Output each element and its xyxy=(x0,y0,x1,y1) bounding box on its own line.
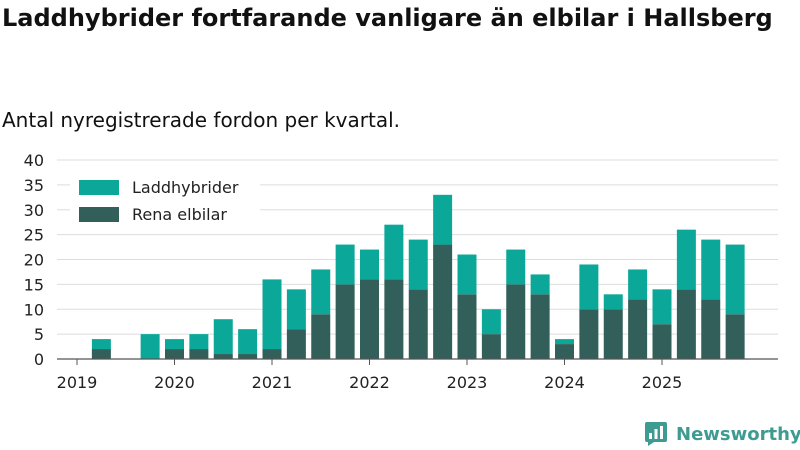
bar-rena-elbilar xyxy=(481,334,501,359)
y-tick-label: 30 xyxy=(24,201,44,220)
legend-label-rena-elbilar: Rena elbilar xyxy=(132,205,227,224)
y-tick-label: 20 xyxy=(24,251,44,270)
bar-laddhybrider xyxy=(433,194,453,245)
bar-rena-elbilar xyxy=(384,279,404,359)
bar-laddhybrider xyxy=(676,229,696,290)
bar-laddhybrider xyxy=(213,319,233,355)
bar-laddhybrider xyxy=(165,339,184,350)
bar-rena-elbilar xyxy=(360,279,379,359)
bar-laddhybrider xyxy=(530,274,550,295)
page-title: Laddhybrider fortfarande vanligare än el… xyxy=(2,4,773,32)
bar-laddhybrider xyxy=(652,289,672,325)
bar-rena-elbilar xyxy=(628,299,648,359)
bar-laddhybrider xyxy=(628,269,648,300)
bar-rena-elbilar xyxy=(701,299,721,359)
bar-rena-elbilar xyxy=(603,309,623,359)
bar-laddhybrider xyxy=(725,244,745,315)
bar-laddhybrider xyxy=(335,244,355,285)
newsworthy-logo-icon xyxy=(645,422,667,446)
bar-laddhybrider xyxy=(384,224,404,280)
bar-laddhybrider xyxy=(701,239,721,300)
legend-swatch-laddhybrider xyxy=(79,180,119,195)
legend-label-laddhybrider: Laddhybrider xyxy=(132,178,239,197)
bar-laddhybrider xyxy=(481,309,501,335)
y-tick-label: 40 xyxy=(24,151,44,170)
brand-name: Newsworthy xyxy=(676,423,800,445)
bar-rena-elbilar xyxy=(433,244,453,359)
legend-swatch-rena-elbilar xyxy=(79,207,119,222)
x-tick-label: 2020 xyxy=(154,373,195,392)
y-tick-label: 5 xyxy=(34,325,44,344)
bar-laddhybrider xyxy=(457,254,477,295)
bar-laddhybrider xyxy=(238,329,258,355)
y-tick-label: 35 xyxy=(24,176,44,195)
bar-rena-elbilar xyxy=(555,344,574,359)
bar-laddhybrider xyxy=(262,279,282,350)
bar-laddhybrider xyxy=(506,249,526,285)
brand-logo: Newsworthy xyxy=(644,420,800,448)
bar-rena-elbilar xyxy=(579,309,599,359)
x-tick-label: 2024 xyxy=(544,373,585,392)
bar-laddhybrider xyxy=(189,334,209,350)
bar-rena-elbilar xyxy=(262,349,282,359)
bar-rena-elbilar xyxy=(91,349,111,359)
bar-laddhybrider xyxy=(603,294,623,310)
x-tick-label: 2019 xyxy=(57,373,98,392)
bar-rena-elbilar xyxy=(457,294,477,359)
bar-rena-elbilar xyxy=(408,289,428,359)
bar-laddhybrider xyxy=(91,339,111,350)
bar-laddhybrider xyxy=(286,289,306,330)
x-tick-label: 2025 xyxy=(642,373,683,392)
bar-rena-elbilar xyxy=(676,289,696,359)
y-tick-label: 0 xyxy=(34,350,44,369)
bar-laddhybrider xyxy=(360,249,379,280)
bar-laddhybrider xyxy=(408,239,428,290)
bar-rena-elbilar xyxy=(238,354,258,359)
bar-rena-elbilar xyxy=(213,354,233,359)
bar-laddhybrider xyxy=(311,269,331,315)
x-tick-label: 2021 xyxy=(252,373,293,392)
bar-rena-elbilar xyxy=(725,314,745,359)
chart-subtitle: Antal nyregistrerade fordon per kvartal. xyxy=(2,108,401,132)
bar-laddhybrider xyxy=(579,264,599,310)
y-tick-label: 10 xyxy=(24,300,44,319)
bar-rena-elbilar xyxy=(286,329,306,359)
bar-laddhybrider xyxy=(140,334,160,359)
bar-rena-elbilar xyxy=(189,349,209,359)
bar-rena-elbilar xyxy=(311,314,331,359)
bar-rena-elbilar xyxy=(506,284,526,359)
bar-laddhybrider xyxy=(555,339,574,345)
bar-rena-elbilar xyxy=(165,349,184,359)
x-tick-label: 2023 xyxy=(447,373,488,392)
bar-rena-elbilar xyxy=(530,294,550,359)
y-tick-label: 15 xyxy=(24,275,44,294)
bar-rena-elbilar xyxy=(652,324,672,359)
y-tick-label: 25 xyxy=(24,226,44,245)
bar-rena-elbilar xyxy=(335,284,355,359)
x-tick-label: 2022 xyxy=(349,373,390,392)
